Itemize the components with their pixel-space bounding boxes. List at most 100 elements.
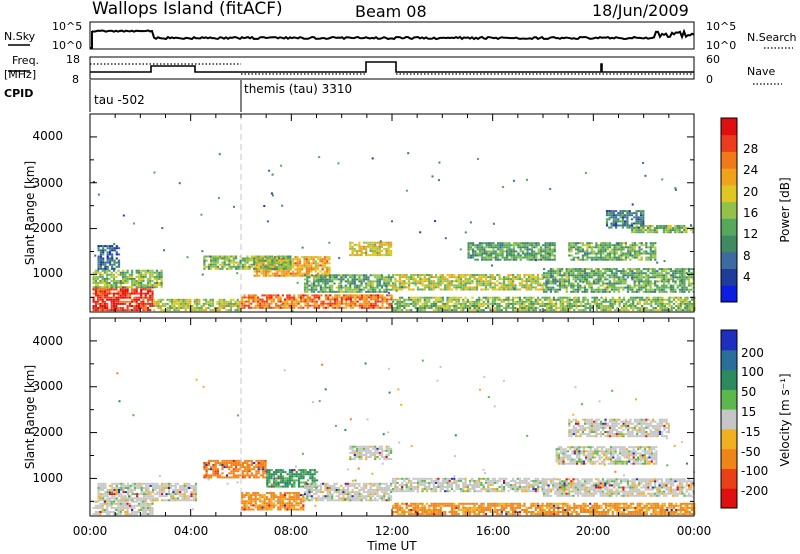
- echo-cell: [523, 274, 526, 276]
- echo-cell: [577, 288, 580, 291]
- echo-cell: [223, 298, 226, 301]
- echo-cell: [543, 272, 546, 275]
- echo-cell: [508, 250, 511, 253]
- echo-cell: [280, 274, 283, 277]
- echo-cell: [99, 499, 102, 502]
- echo-cell: [361, 298, 364, 301]
- echo-cell: [645, 246, 648, 249]
- echo-cell: [162, 298, 165, 301]
- echo-cell: [519, 248, 522, 251]
- echo-cell: [287, 263, 290, 266]
- noise-point: [207, 304, 210, 307]
- echo-cell: [660, 272, 663, 275]
- power-panel: 4000 3000 2000 1000 Slant Range [km] 4 8…: [23, 113, 792, 313]
- echo-cell: [328, 288, 331, 291]
- echo-cell: [469, 302, 472, 305]
- echo-cell: [509, 298, 512, 301]
- echo-cell: [191, 309, 194, 312]
- echo-cell: [581, 250, 584, 253]
- echo-cell: [544, 248, 547, 251]
- echo-cell: [97, 265, 100, 268]
- echo-cell: [383, 296, 386, 299]
- echo-cell: [386, 294, 389, 297]
- echo-cell: [637, 226, 640, 229]
- echo-cell: [358, 302, 361, 305]
- echo-cell: [636, 252, 639, 255]
- echo-cell: [361, 306, 364, 309]
- echo-cell: [205, 259, 208, 262]
- echo-cell: [676, 231, 679, 234]
- echo-cell: [160, 277, 163, 280]
- echo-cell: [345, 302, 348, 305]
- echo-cell: [307, 274, 311, 277]
- noise-point: [551, 275, 554, 278]
- echo-cell: [609, 298, 612, 301]
- echo-cell: [618, 302, 621, 305]
- echo-cell: [485, 258, 488, 261]
- echo-cell: [412, 280, 415, 283]
- echo-cell: [670, 300, 673, 303]
- echo-cell: [556, 290, 559, 293]
- echo-cell: [492, 250, 495, 253]
- echo-cell: [423, 298, 426, 301]
- echo-cell: [483, 242, 486, 245]
- echo-cell: [558, 282, 562, 285]
- echo-cell: [170, 495, 173, 498]
- echo-cell: [140, 269, 143, 272]
- echo-cell: [128, 305, 131, 307]
- power-ytick-1000: 1000: [32, 266, 63, 280]
- echo-cell: [392, 307, 395, 309]
- echo-cell: [518, 300, 521, 303]
- echo-cell: [660, 274, 663, 277]
- noise-point: [464, 231, 467, 234]
- echo-cell: [167, 487, 170, 489]
- echo-cell: [459, 278, 463, 281]
- echo-cell: [558, 280, 562, 283]
- echo-cell: [287, 257, 290, 260]
- echo-cell: [612, 218, 615, 221]
- echo-cell: [113, 491, 116, 494]
- echo-cell: [640, 227, 643, 229]
- echo-cell: [180, 302, 183, 305]
- echo-cell: [510, 244, 513, 247]
- echo-cell: [296, 256, 299, 259]
- echo-cell: [481, 244, 484, 247]
- echo-cell: [289, 267, 292, 270]
- echo-cell: [259, 302, 262, 305]
- echo-cell: [327, 302, 330, 305]
- echo-cell: [677, 307, 680, 309]
- echo-cell: [398, 286, 401, 289]
- echo-cell: [615, 286, 618, 289]
- echo-cell: [583, 278, 586, 281]
- echo-cell: [293, 298, 296, 301]
- echo-cell: [622, 282, 625, 285]
- echo-cell: [401, 296, 404, 299]
- echo-cell: [276, 270, 279, 273]
- echo-cell: [280, 263, 283, 266]
- echo-cell: [583, 268, 586, 271]
- echo-cell: [128, 302, 131, 305]
- echo-cell: [131, 482, 134, 485]
- freq-trace: [90, 61, 694, 73]
- echo-cell: [657, 296, 660, 299]
- echo-cell: [613, 282, 616, 285]
- echo-cell: [182, 300, 185, 303]
- echo-cell: [613, 258, 616, 261]
- echo-cell: [590, 250, 593, 253]
- echo-cell: [129, 495, 132, 498]
- echo-cell: [475, 305, 478, 307]
- echo-cell: [476, 254, 479, 257]
- echo-cell: [535, 244, 538, 247]
- echo-cell: [264, 264, 268, 267]
- echo-cell: [572, 246, 575, 249]
- echo-cell: [362, 247, 365, 250]
- echo-cell: [392, 309, 395, 312]
- echo-cell: [146, 284, 150, 287]
- echo-cell: [99, 484, 102, 487]
- echo-cell: [583, 274, 586, 277]
- echo-cell: [371, 245, 375, 248]
- echo-cell: [592, 280, 595, 283]
- echo-cell: [482, 274, 485, 276]
- echo-cell: [140, 300, 143, 303]
- echo-cell: [543, 282, 546, 285]
